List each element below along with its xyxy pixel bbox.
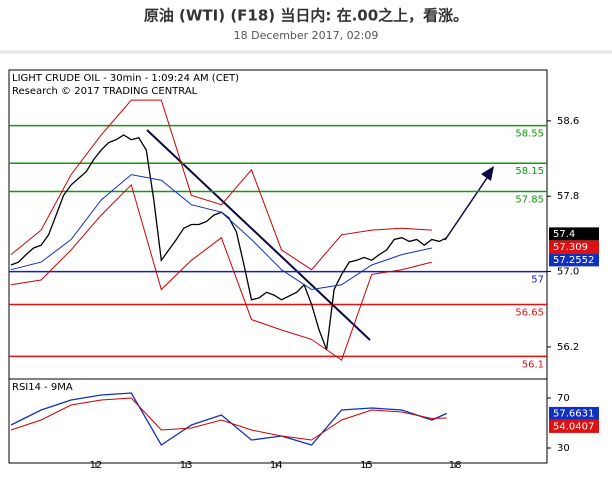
price-tag-label: 57.6631 [553,408,594,419]
series-line [10,183,432,361]
y-tick-label: 70 [557,393,570,404]
rsi-title: RSI14 - 9MA [12,382,73,393]
price-tag-label: 57.2552 [553,255,594,266]
level-label: 56.1 [522,359,544,370]
price-tag [549,406,599,420]
x-tick-label: 12 [90,460,103,471]
x-tick-label: 14 [270,460,283,471]
series-line [10,174,432,291]
y-tick-label: 30 [557,443,570,454]
price-tag [549,227,599,241]
series-line [10,392,448,446]
arrow-head [481,166,494,181]
y-tick-label: 56.2 [557,342,579,353]
page-subtitle: 18 December 2017, 02:09 [234,29,379,42]
price-tag [549,419,599,433]
price-tag-label: 57.309 [553,242,588,253]
page-title: 原油 (WTI) (F18) 当日内: 在.00之上，看涨。 [144,7,468,25]
level-label: 56.65 [515,308,544,319]
series-line [10,99,432,271]
price-tag [549,253,599,267]
price-tag-label: 57.4 [553,229,575,240]
series-line [10,397,447,441]
price-tag [549,240,599,254]
level-label: 57.85 [515,195,544,206]
arrow-shaft [444,174,490,241]
plot-frame [8,69,548,464]
series-line [10,134,448,350]
x-tick-label: 18 [449,460,462,471]
x-tick-label: 15 [360,460,373,471]
x-tick-label: 13 [180,460,193,471]
level-label: 58.15 [515,166,544,177]
y-tick-label: 57.0 [557,267,579,278]
y-tick-label: 58.6 [557,116,579,127]
price-tag-label: 54.0407 [553,421,594,432]
level-label: 58.55 [515,129,544,140]
y-tick-label: 57.8 [557,191,579,202]
level-label: 57 [531,275,544,286]
chart-subtitle: Research © 2017 TRADING CENTRAL [12,86,198,97]
chart-title: LIGHT CRUDE OIL - 30min - 1:09:24 AM (CE… [12,73,239,84]
